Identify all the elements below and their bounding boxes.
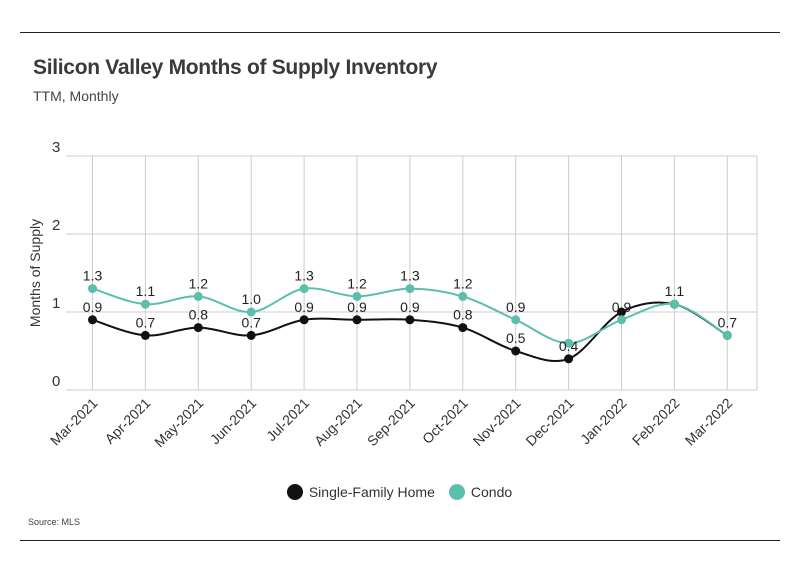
bottom-rule <box>20 540 780 541</box>
x-tick-label: Feb-2022 <box>629 395 683 449</box>
x-tick-label: Sep-2021 <box>364 395 418 449</box>
data-label-single-family: 0.8 <box>453 307 473 323</box>
data-label-single-family: 0.7 <box>136 314 156 330</box>
data-point-condo <box>511 315 521 325</box>
legend-label-single-family: Single-Family Home <box>308 484 435 500</box>
data-label-condo: 0.7 <box>718 314 738 330</box>
data-label-condo: 1.1 <box>136 283 156 299</box>
data-point-single-family <box>458 323 468 333</box>
data-point-condo <box>246 307 256 317</box>
data-point-condo <box>405 284 415 294</box>
legend: Single-Family Home Condo <box>0 484 799 500</box>
chart-subtitle: TTM, Monthly <box>33 88 119 104</box>
data-label-single-family: 0.9 <box>83 299 103 315</box>
data-point-condo <box>669 299 679 309</box>
x-tick-label: Oct-2021 <box>419 395 471 447</box>
data-point-condo <box>722 330 732 340</box>
legend-swatch-condo <box>448 484 465 500</box>
data-label-single-family: 0.7 <box>241 314 261 330</box>
data-label-condo: 1.3 <box>400 268 420 284</box>
data-point-condo <box>88 284 97 294</box>
legend-label-condo: Condo <box>470 484 513 500</box>
data-point-single-family <box>511 346 521 356</box>
x-tick-label: Nov-2021 <box>470 395 524 449</box>
top-rule <box>20 32 780 33</box>
legend-swatch-single-family <box>286 484 303 500</box>
y-tick-label: 2 <box>52 217 60 234</box>
data-label-single-family: 0.8 <box>189 307 209 323</box>
chart-title: Silicon Valley Months of Supply Inventor… <box>33 56 438 79</box>
data-point-condo <box>299 284 309 294</box>
data-point-single-family <box>617 307 626 317</box>
series-lines <box>88 284 732 364</box>
data-label-single-family: 0.5 <box>506 330 526 346</box>
data-label-condo: 1.3 <box>294 268 314 284</box>
x-tick-label: Aug-2021 <box>311 395 365 449</box>
data-point-single-family <box>140 330 150 340</box>
data-label-condo: 1.0 <box>241 291 261 307</box>
data-label-single-family: 0.9 <box>294 299 314 315</box>
data-point-single-family <box>246 330 256 340</box>
x-tick-label: May-2021 <box>151 395 206 450</box>
x-tick-label: Apr-2021 <box>101 395 153 447</box>
data-label-condo: 1.2 <box>347 275 367 291</box>
data-label-condo: 1.1 <box>665 283 685 299</box>
data-label-condo: 0.9 <box>612 299 632 315</box>
data-point-single-family <box>564 354 574 364</box>
data-point-condo <box>352 291 362 301</box>
y-tick-label: 0 <box>52 373 60 390</box>
data-point-condo <box>140 299 150 309</box>
y-tick-label: 1 <box>52 295 60 312</box>
data-point-condo <box>458 291 468 301</box>
source-note: Source: MLS <box>28 517 81 527</box>
x-tick-label: Jun-2021 <box>207 395 260 448</box>
data-label-single-family: 0.4 <box>559 338 579 354</box>
data-point-single-family <box>405 315 415 325</box>
data-point-condo <box>617 315 626 325</box>
x-tick-label: Dec-2021 <box>522 395 576 449</box>
data-label-condo: 0.9 <box>506 299 526 315</box>
data-label-condo: 1.3 <box>83 268 103 284</box>
data-label-condo: 1.2 <box>453 275 473 291</box>
x-tick-label: Mar-2022 <box>682 395 736 449</box>
data-point-single-family <box>193 323 203 333</box>
x-tick-label: Jul-2021 <box>263 395 312 444</box>
data-point-condo <box>193 291 203 301</box>
x-tick-label: Mar-2021 <box>47 395 101 449</box>
data-point-single-family <box>88 315 97 325</box>
legend-item-condo: Condo <box>448 484 513 500</box>
y-axis-title: Months of Supply <box>27 219 43 327</box>
legend-item-single-family: Single-Family Home <box>286 484 435 500</box>
data-label-single-family: 0.9 <box>400 299 420 315</box>
data-label-condo: 1.2 <box>189 275 209 291</box>
data-point-condo <box>564 338 574 348</box>
data-label-single-family: 0.9 <box>347 299 367 315</box>
data-point-single-family <box>299 315 309 325</box>
y-tick-label: 3 <box>52 139 60 156</box>
data-point-single-family <box>352 315 362 325</box>
x-tick-label: Jan-2022 <box>577 395 630 448</box>
data-labels: 0.9 0.7 0.8 0.7 0.9 0.9 0.9 0.8 0.5 0.4 1.3 1.1 1.2 1… <box>83 268 737 354</box>
